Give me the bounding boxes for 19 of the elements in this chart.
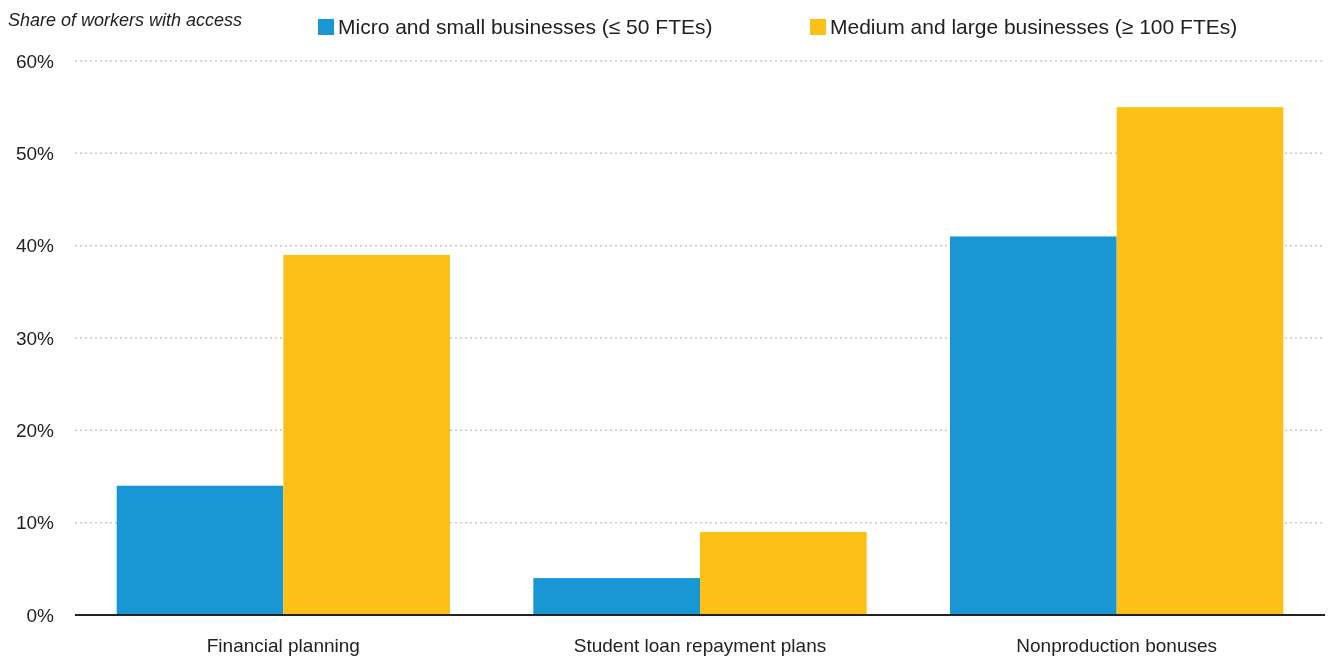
bar — [116, 485, 284, 615]
y-tick-label: 40% — [15, 235, 55, 257]
y-tick-label: 0% — [26, 604, 55, 626]
x-tick-label: Nonproduction bonuses — [1016, 635, 1218, 656]
y-tick-label: 60% — [15, 50, 55, 72]
bar — [950, 236, 1117, 615]
x-tick-label: Financial planning — [206, 635, 360, 656]
legend-label: Medium and large businesses (≥ 100 FTEs) — [830, 15, 1238, 38]
y-tick-label: 10% — [15, 512, 55, 534]
legend-label: Micro and small businesses (≤ 50 FTEs) — [338, 15, 713, 38]
bar — [533, 578, 700, 615]
x-tick-label: Student loan repayment plans — [573, 635, 827, 656]
y-tick-label: 30% — [15, 327, 55, 349]
y-tick-label: 50% — [15, 142, 55, 164]
y-tick-label: 20% — [15, 419, 55, 441]
y-axis-title: Share of workers with access — [8, 10, 243, 30]
bar — [700, 531, 867, 615]
bar — [283, 254, 450, 615]
bar — [1116, 107, 1284, 615]
